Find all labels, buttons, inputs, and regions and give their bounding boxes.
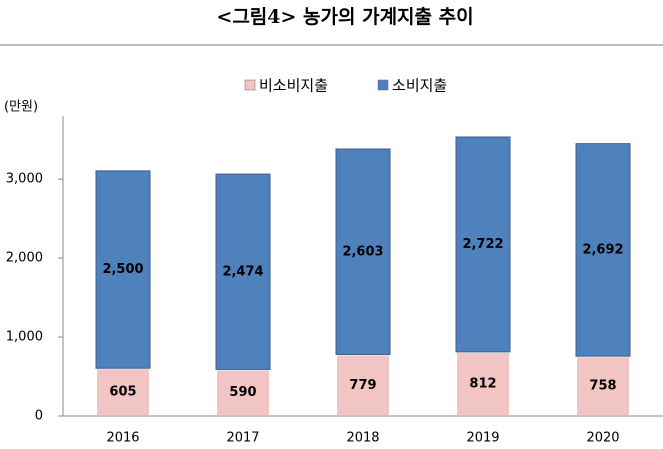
bar-segment (455, 136, 511, 353)
x-tick-label: 2017 (226, 431, 259, 446)
data-label: 2,722 (462, 237, 503, 252)
y-tick-label: 3,000 (6, 172, 43, 187)
y-axis-label: (만원) (4, 100, 38, 115)
legend-label: 비소비지출 (259, 77, 328, 95)
bar-segment (95, 170, 151, 369)
data-label: 605 (109, 385, 136, 400)
x-tick-label: 2018 (346, 431, 379, 446)
bar-segment (455, 350, 511, 418)
legend-swatch (377, 79, 389, 91)
x-tick-label: 2016 (106, 431, 139, 446)
x-tick-label: 2019 (466, 431, 499, 446)
y-tick-label: 1,000 (6, 330, 43, 345)
data-label: 758 (589, 379, 616, 394)
data-label: 812 (469, 376, 496, 391)
bar-segment (335, 353, 391, 417)
y-tick-label: 0 (35, 409, 43, 424)
chart-title: <그림4> 농가의 가계지출 추이 (216, 6, 473, 28)
y-tick-label: 2,000 (6, 251, 43, 266)
legend-swatch (244, 79, 256, 91)
data-label: 2,500 (102, 262, 143, 277)
legend-label: 소비지출 (392, 77, 447, 95)
data-label: 590 (229, 385, 256, 400)
bar-segment (575, 143, 631, 357)
data-label: 2,603 (342, 244, 383, 259)
data-label: 2,474 (222, 264, 263, 279)
bar-segment (215, 368, 271, 417)
data-label: 779 (349, 378, 376, 393)
bar-segment (215, 173, 271, 370)
bar-segment (335, 148, 391, 355)
data-label: 2,692 (582, 242, 623, 257)
x-tick-label: 2020 (586, 431, 619, 446)
